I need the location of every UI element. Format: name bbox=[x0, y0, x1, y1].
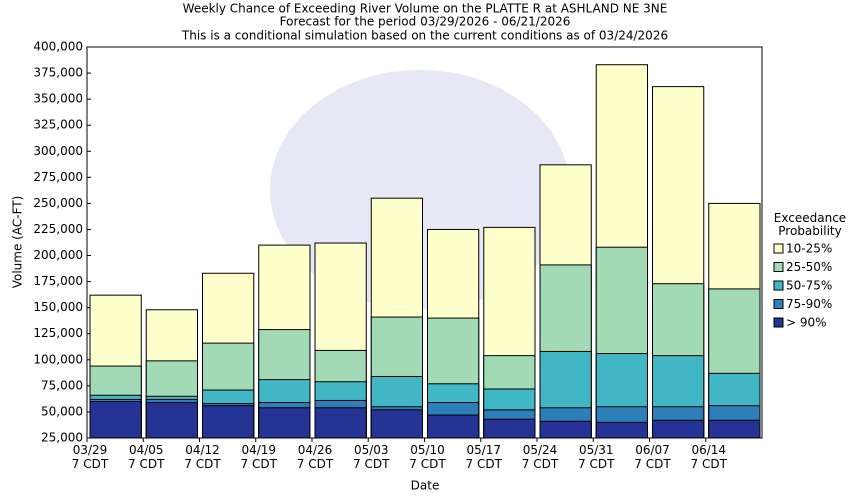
legend-label: 75-90% bbox=[786, 297, 832, 311]
y-tick-label: 225,000 bbox=[33, 222, 83, 236]
x-tick-label: 05/03 7 CDT bbox=[353, 443, 390, 471]
bar bbox=[483, 418, 536, 439]
y-tick-label: 325,000 bbox=[33, 118, 83, 132]
x-tick-label: 03/29 7 CDT bbox=[71, 443, 109, 471]
bar bbox=[652, 419, 705, 439]
legend-swatch bbox=[773, 262, 784, 272]
legend-swatch bbox=[773, 280, 784, 291]
bar bbox=[202, 405, 255, 439]
y-tick-label: 200,000 bbox=[33, 248, 83, 262]
y-tick-label: 400,000 bbox=[33, 40, 83, 54]
y-tick-label: 25,000 bbox=[41, 431, 83, 445]
chart-subtitle: Forecast for the period 03/29/2026 - 06/… bbox=[280, 15, 571, 29]
y-tick-label: 175,000 bbox=[33, 274, 83, 288]
y-tick-label: 300,000 bbox=[33, 144, 83, 158]
chart-subtitle: This is a conditional simulation based o… bbox=[181, 29, 668, 43]
bar bbox=[708, 419, 761, 439]
legend-title: Exceedance Probability bbox=[773, 211, 847, 238]
bar bbox=[539, 420, 592, 439]
y-tick-label: 100,000 bbox=[33, 352, 83, 366]
bar bbox=[89, 401, 142, 439]
x-axis-label: Date bbox=[411, 479, 440, 493]
y-tick-label: 150,000 bbox=[33, 300, 83, 314]
x-tick-label: 04/05 7 CDT bbox=[128, 443, 165, 471]
y-tick-label: 375,000 bbox=[33, 66, 83, 80]
legend-label: 50-75% bbox=[786, 279, 832, 293]
y-axis-label: Volume (AC-FT) bbox=[11, 196, 25, 289]
x-tick-label: 06/14 7 CDT bbox=[690, 443, 727, 471]
chart-title: Weekly Chance of Exceeding River Volume … bbox=[183, 2, 668, 16]
bar bbox=[314, 407, 367, 439]
x-tick-label: 04/19 7 CDT bbox=[240, 443, 277, 471]
x-tick-label: 05/10 7 CDT bbox=[409, 443, 446, 471]
legend-label: 10-25% bbox=[786, 242, 832, 256]
y-tick-label: 275,000 bbox=[33, 170, 83, 184]
bar bbox=[145, 402, 198, 439]
legend-swatch bbox=[773, 243, 784, 254]
legend-swatch bbox=[773, 299, 784, 309]
y-tick-label: 75,000 bbox=[41, 378, 83, 392]
x-tick-label: 05/24 7 CDT bbox=[521, 443, 559, 471]
legend-swatch bbox=[773, 317, 784, 328]
x-tick-label: 05/31 7 CDT bbox=[578, 443, 615, 471]
legend-label: 25-50% bbox=[786, 260, 832, 274]
bar bbox=[258, 407, 311, 439]
x-tick-label: 05/17 7 CDT bbox=[465, 443, 502, 471]
x-tick-label: 06/07 7 CDT bbox=[634, 443, 671, 471]
x-tick-label: 04/12 7 CDT bbox=[184, 443, 221, 471]
bar bbox=[595, 421, 648, 439]
x-tick-label: 04/26 7 CDT bbox=[296, 443, 334, 471]
legend-label: > 90% bbox=[786, 316, 827, 330]
y-tick-label: 250,000 bbox=[33, 196, 83, 210]
bar bbox=[370, 409, 423, 439]
y-tick-label: 50,000 bbox=[41, 404, 83, 418]
bar bbox=[427, 414, 480, 439]
y-tick-label: 350,000 bbox=[33, 92, 83, 106]
y-tick-label: 125,000 bbox=[33, 326, 83, 340]
